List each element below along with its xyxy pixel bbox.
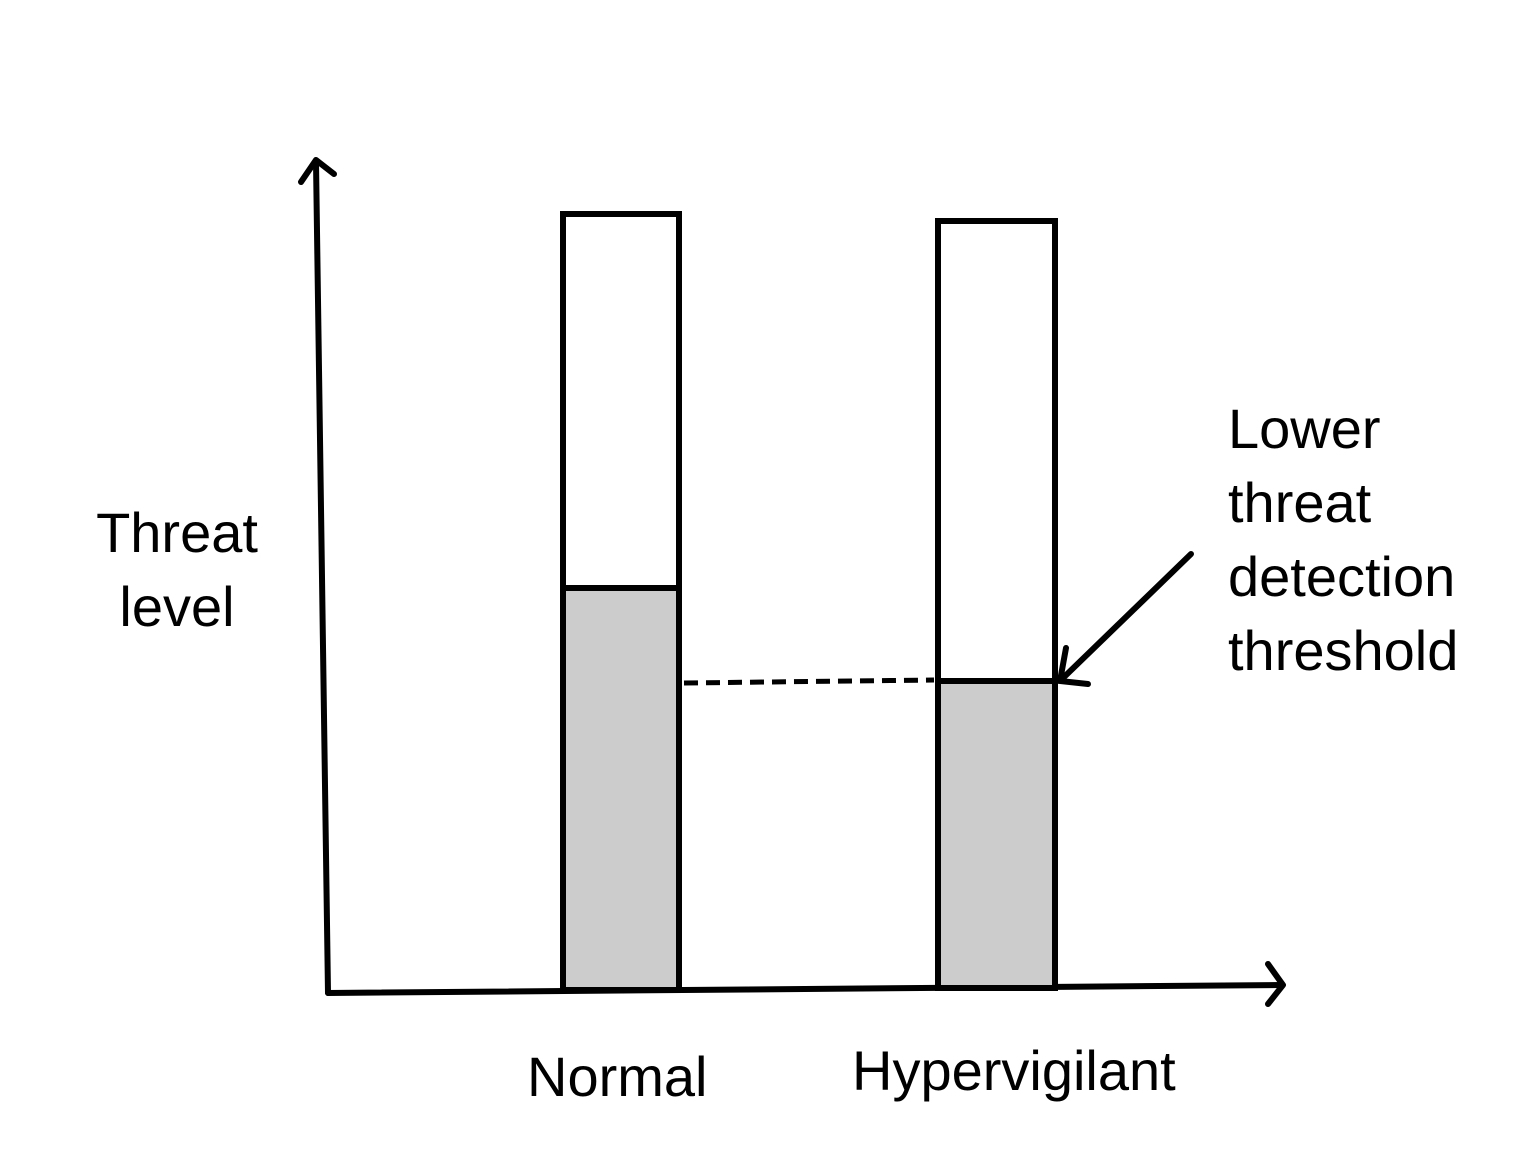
annotation-line: detection [1228, 545, 1456, 608]
threshold-annotation: Lower threat detection threshold [1228, 392, 1458, 688]
annotation-line: threat [1228, 471, 1372, 534]
category-label-hypervigilant: Hypervigilant [852, 1039, 1176, 1102]
y-axis-arrowhead [298, 157, 337, 185]
y-axis-label: Threat level [92, 496, 262, 644]
x-axis-arrowhead [1265, 961, 1286, 1007]
annotation-line: threshold [1228, 619, 1459, 682]
threshold-comparison-dashed-line [683, 677, 935, 686]
x-axis [325, 982, 1285, 996]
bar-hypervigilant-threshold-fill [935, 678, 1058, 991]
y-axis [313, 159, 331, 996]
y-axis-label-line: Threat [96, 501, 258, 564]
bar-normal-threshold-fill [560, 585, 682, 993]
category-label-normal: Normal [527, 1045, 708, 1108]
annotation-arrow [1056, 551, 1194, 687]
annotation-line: Lower [1228, 397, 1381, 460]
bar-normal [560, 211, 682, 993]
y-axis-label-line: level [119, 575, 235, 638]
bar-hypervigilant [935, 218, 1058, 991]
